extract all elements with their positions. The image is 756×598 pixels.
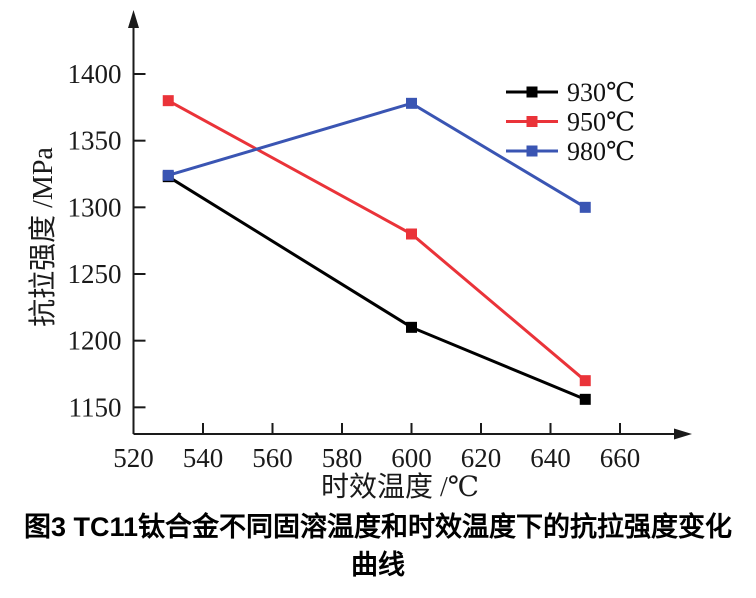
y-axis-arrow-icon xyxy=(128,10,139,28)
legend-marker xyxy=(526,145,538,157)
series-marker-930℃ xyxy=(579,393,591,405)
figure-caption-line1: 图3 TC11钛合金不同固溶温度和时效温度下的抗拉强度变化 xyxy=(23,512,733,542)
x-tick-label: 660 xyxy=(600,443,641,473)
series-marker-950℃ xyxy=(406,228,417,240)
x-tick-label: 520 xyxy=(113,443,154,473)
legend-marker xyxy=(526,86,538,98)
y-tick-label: 1250 xyxy=(68,259,122,289)
y-axis-title: 抗拉强度 /MPa xyxy=(27,147,59,327)
series-marker-950℃ xyxy=(579,375,591,387)
y-tick-label: 1350 xyxy=(68,126,122,156)
series-marker-950℃ xyxy=(162,95,174,107)
series-marker-980℃ xyxy=(579,201,591,213)
x-tick-label: 580 xyxy=(322,443,363,473)
x-tick-label: 540 xyxy=(183,443,224,473)
y-tick-label: 1200 xyxy=(68,326,122,356)
series-marker-980℃ xyxy=(162,169,174,181)
series-line-980℃ xyxy=(167,101,587,209)
series-line-930℃ xyxy=(167,175,586,401)
legend-label: 930℃ xyxy=(567,78,635,107)
x-tick-label: 620 xyxy=(461,443,502,473)
x-tick-label: 640 xyxy=(530,443,571,473)
figure-caption-line2: 曲线 xyxy=(351,550,405,580)
x-tick-label: 560 xyxy=(252,443,293,473)
x-axis-arrow-icon xyxy=(674,428,692,440)
plot-area: 1150 1200 1250 1300 1350 1400 520 540 560 580 600 6… xyxy=(68,10,692,473)
figure-caption: 图3 TC11钛合金不同固溶温度和时效温度下的抗拉强度变化 曲线 xyxy=(0,508,756,584)
series-marker-930℃ xyxy=(406,321,417,333)
x-axis-title: 时效温度 /℃ xyxy=(321,471,479,503)
series-marker-980℃ xyxy=(406,97,417,109)
y-tick-label: 1300 xyxy=(68,192,122,222)
series-line-950℃ xyxy=(167,99,587,382)
y-tick-label: 1400 xyxy=(68,59,122,89)
y-tick-label: 1150 xyxy=(69,392,122,422)
x-tick-label: 600 xyxy=(391,443,432,473)
chart-svg: 1150 1200 1250 1300 1350 1400 520 540 560 580 600 6… xyxy=(27,10,692,503)
legend-label: 950℃ xyxy=(567,108,635,137)
legend-label: 980℃ xyxy=(567,137,635,166)
legend-marker xyxy=(526,116,538,127)
